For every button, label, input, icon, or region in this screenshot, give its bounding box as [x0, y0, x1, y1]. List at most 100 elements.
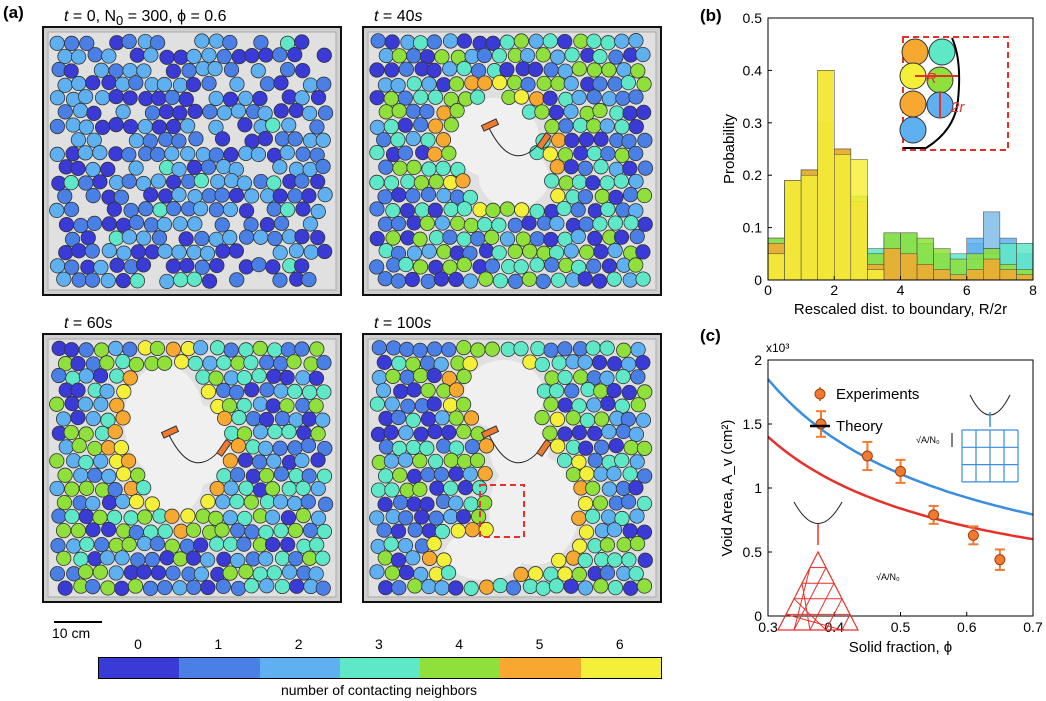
experiment-point [895, 465, 906, 477]
particle [628, 426, 645, 442]
particle [56, 550, 72, 566]
particle [199, 552, 216, 568]
particle [215, 578, 231, 594]
particle [64, 508, 80, 525]
particle [578, 216, 594, 232]
particle [449, 103, 465, 119]
particle [85, 495, 101, 512]
particle [419, 215, 435, 231]
particle [287, 188, 303, 204]
particle [571, 398, 587, 414]
particle [238, 259, 254, 275]
particle [87, 440, 103, 457]
particle [308, 370, 325, 386]
particle [101, 468, 117, 485]
particle [522, 354, 538, 370]
particle [369, 564, 385, 580]
particle [150, 35, 166, 51]
particle [413, 175, 430, 191]
particle [478, 243, 495, 259]
particle [428, 230, 445, 246]
particle [101, 243, 117, 259]
particle [209, 536, 225, 552]
particle [456, 231, 472, 247]
particle [214, 522, 230, 538]
particle [443, 509, 459, 525]
particle [316, 523, 333, 540]
particle [469, 452, 486, 468]
particle [436, 77, 452, 93]
particle [130, 467, 146, 483]
particle [194, 33, 210, 49]
particle [136, 63, 152, 79]
particle [71, 438, 87, 454]
particle [420, 273, 436, 290]
particle [384, 62, 400, 78]
particle [272, 188, 288, 204]
particle [295, 370, 311, 386]
particle [443, 117, 459, 133]
particle [86, 105, 102, 121]
particle [637, 384, 653, 400]
particle [85, 75, 101, 91]
particle [302, 77, 319, 93]
particle [629, 228, 645, 245]
hist-bar-orange [949, 274, 967, 281]
particle [144, 355, 160, 372]
particle [114, 550, 130, 566]
inset-particle [899, 90, 927, 118]
particle [273, 103, 289, 119]
particle [564, 47, 580, 63]
particle [397, 90, 413, 106]
particle [208, 90, 224, 107]
particle [281, 89, 297, 105]
particle [49, 202, 65, 218]
particle [209, 340, 226, 356]
particle [544, 257, 560, 273]
particle [599, 565, 616, 581]
particle [463, 580, 479, 596]
particle [310, 173, 326, 190]
particle [222, 453, 238, 469]
particle [549, 159, 565, 175]
particle [236, 370, 252, 386]
particle [171, 244, 187, 260]
particle [527, 61, 544, 78]
particle [272, 159, 288, 175]
particle [535, 580, 551, 596]
particle [273, 522, 289, 539]
particle [279, 398, 295, 414]
inset-boundary [903, 37, 961, 149]
particle [288, 243, 305, 259]
particle [281, 481, 297, 497]
particle [151, 230, 168, 246]
particle [622, 523, 638, 539]
y-tick-label: 0.4 [743, 62, 763, 78]
particle [281, 117, 297, 133]
particle [172, 580, 188, 596]
particle [222, 91, 239, 107]
particle [375, 382, 392, 399]
particle [264, 481, 281, 497]
particle [93, 453, 109, 469]
particle [300, 437, 317, 454]
particle [456, 201, 473, 217]
particle [621, 552, 637, 568]
particle [123, 564, 139, 581]
particle [470, 342, 486, 358]
triangular-lattice-inset [777, 501, 859, 631]
particle [215, 243, 231, 259]
particle [616, 62, 632, 78]
particle [558, 118, 574, 134]
particle [577, 354, 593, 370]
particle [121, 536, 137, 553]
particle [238, 480, 254, 496]
particle [71, 243, 87, 259]
particle [406, 496, 422, 512]
particle [636, 76, 652, 92]
inset-R-label: R [926, 70, 937, 87]
particle [608, 49, 624, 65]
particle [548, 104, 564, 120]
particle [383, 91, 399, 107]
particle [92, 145, 108, 161]
